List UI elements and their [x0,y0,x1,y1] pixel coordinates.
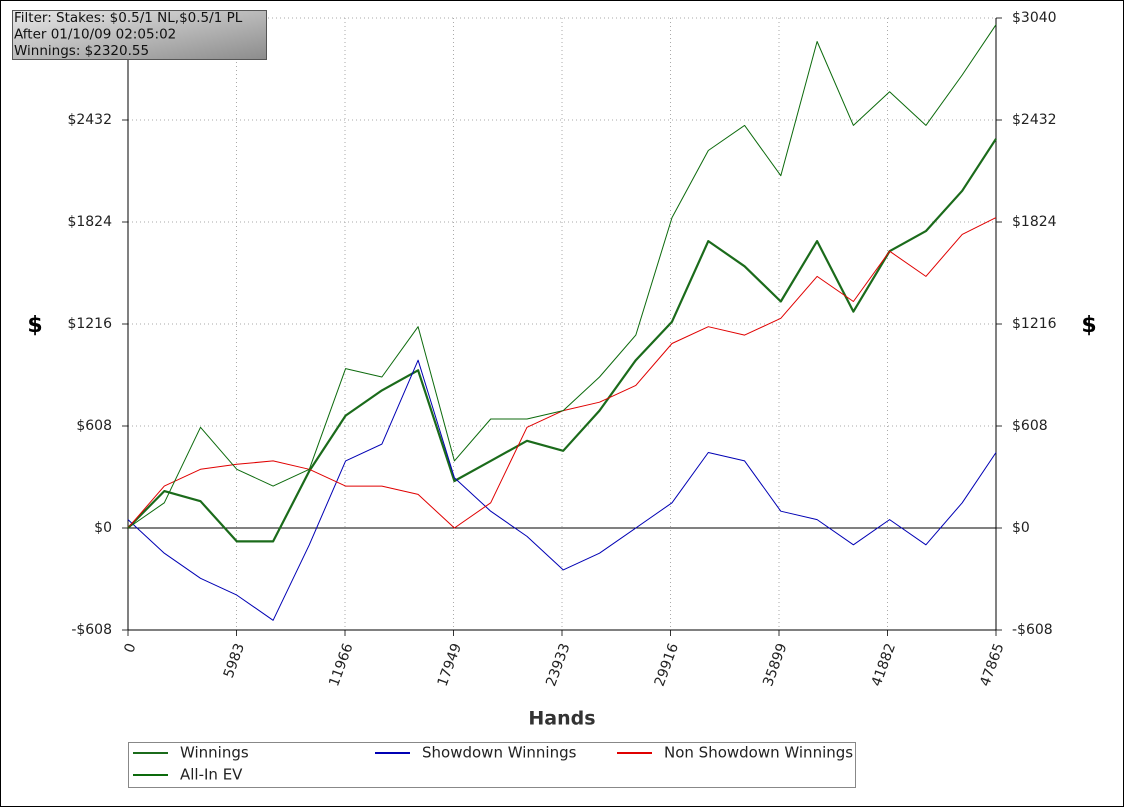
y-tick-label: $1216 [67,316,112,332]
y2-axis-label: $ [1081,313,1096,338]
y2-tick-label: $1824 [1012,214,1057,230]
info-line: After 01/10/09 02:05:02 [14,27,176,43]
legend-label: Showdown Winnings [422,744,577,762]
y-tick-label: -$608 [71,622,112,638]
series-line [127,138,997,543]
x-axis-label: Hands [528,708,595,730]
info-line: Winnings: $2320.55 [14,43,149,59]
legend-label: All-In EV [180,766,243,784]
y2-tick-label: $3040 [1012,10,1057,26]
series-line [127,24,997,529]
info-line: Filter: Stakes: $0.5/1 NL,$0.5/1 PL [14,10,243,26]
y-axis-label: $ [27,313,42,338]
y-tick-label: $1824 [67,214,112,230]
info-box [12,10,267,60]
y2-tick-label: -$608 [1012,622,1053,638]
y2-tick-label: $2432 [1012,112,1057,128]
legend-label: Winnings [180,744,249,762]
legend-label: Non Showdown Winnings [664,744,853,762]
y-tick-label: $2432 [67,112,112,128]
legend [128,742,856,788]
y2-tick-label: $1216 [1012,316,1057,332]
y2-tick-label: $0 [1012,520,1030,536]
y-tick-label: $0 [94,520,112,536]
y2-tick-label: $608 [1012,418,1048,434]
series-line [127,359,997,621]
y-tick-label: $608 [76,418,112,434]
